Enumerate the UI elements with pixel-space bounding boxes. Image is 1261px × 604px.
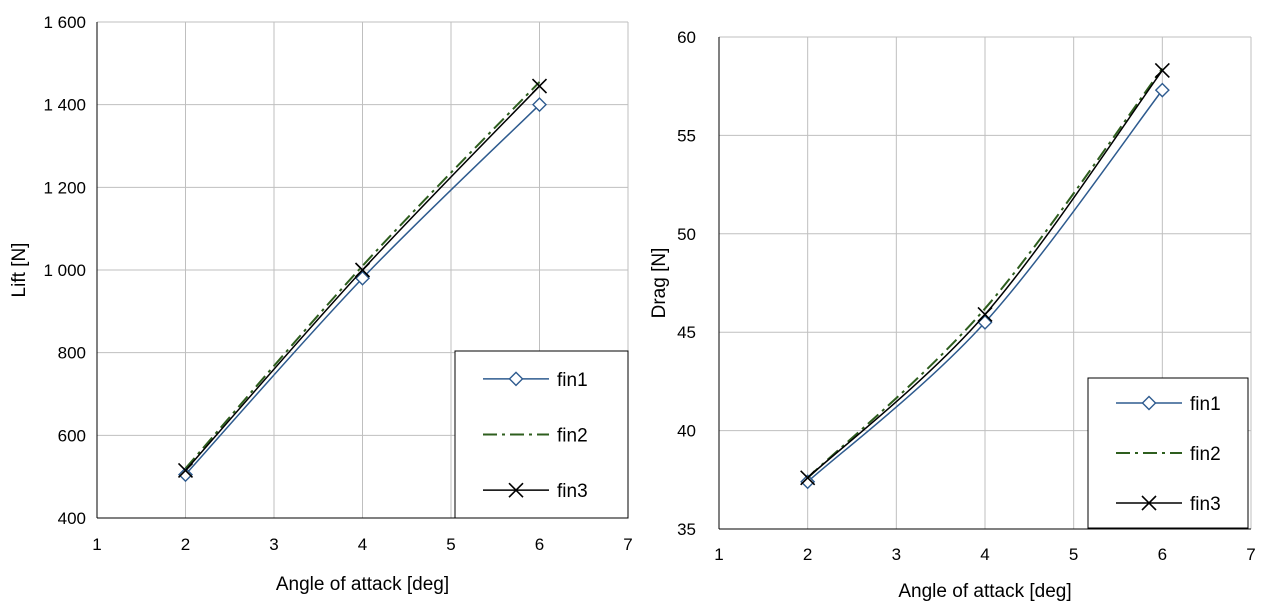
y-tick-label: 1 200 [43,178,86,197]
legend-label-fin3: fin3 [557,481,588,502]
x-tick-label: 1 [714,545,723,564]
y-tick-label: 1 400 [43,96,86,115]
legend-marker-fin3 [508,482,524,498]
data-point-fin1 [800,474,816,490]
legend-box [1087,377,1249,529]
legend-label-fin3: fin3 [1190,494,1221,515]
data-point-fin1 [532,97,547,113]
y-axis-label: Drag [N] [649,248,670,319]
x-tick-label: 7 [623,535,632,554]
x-tick-label: 5 [1069,545,1078,564]
data-point-fin3 [177,462,194,479]
legend-label-fin2: fin2 [557,426,588,447]
legend-marker-fin1 [1141,395,1157,411]
y-tick-label: 800 [58,344,86,363]
y-tick-label: 55 [677,126,696,145]
y-tick-label: 35 [677,520,696,539]
y-tick-label: 60 [677,28,696,47]
x-tick-label: 5 [446,535,455,554]
data-point-fin3 [1154,62,1170,79]
legend-label-fin1: fin1 [557,370,588,391]
x-tick-label: 4 [980,545,989,564]
lift-chart: 1 2 3 4 5 6 7 400 600 800 1 000 1 200 1 400 1 600 Angl… [9,13,633,595]
data-point-fin1 [1154,82,1170,98]
legend: fin1 fin2 fin3 [1087,377,1249,529]
data-point-fin3 [531,78,548,94]
legend-marker-fin1 [508,371,524,387]
y-tick-label: 1 000 [43,261,86,280]
data-point-fin3 [354,262,371,278]
legend-marker-fin3 [1141,495,1157,511]
x-tick-label: 7 [1246,545,1255,564]
y-tick-label: 50 [677,225,696,244]
x-axis-label: Angle of attack [deg] [276,574,449,595]
y-tick-label: 400 [58,509,86,528]
series-line-fin2 [806,67,1164,479]
y-tick-label: 40 [677,422,696,441]
x-axis-label: Angle of attack [deg] [898,581,1071,602]
x-tick-label: 6 [535,535,544,554]
legend-label-fin2: fin2 [1190,444,1221,465]
y-tick-label: 45 [677,323,696,342]
x-tick-label: 4 [358,535,367,554]
legend: fin1 fin2 fin3 [454,350,629,519]
y-tick-label: 1 600 [43,13,86,32]
y-axis-label: Lift [N] [9,243,30,298]
x-tick-label: 2 [181,535,190,554]
data-point-fin1 [178,467,193,483]
data-point-fin3 [977,306,993,323]
legend-label-fin1: fin1 [1190,394,1221,415]
y-tick-label: 600 [58,426,86,445]
x-tick-label: 3 [892,545,901,564]
data-point-fin1 [355,270,370,286]
data-point-fin3 [800,470,816,486]
x-tick-label: 2 [803,545,812,564]
x-tick-label: 3 [269,535,278,554]
series-line-fin2 [184,81,541,470]
x-tick-label: 6 [1158,545,1167,564]
x-tick-label: 1 [92,535,101,554]
